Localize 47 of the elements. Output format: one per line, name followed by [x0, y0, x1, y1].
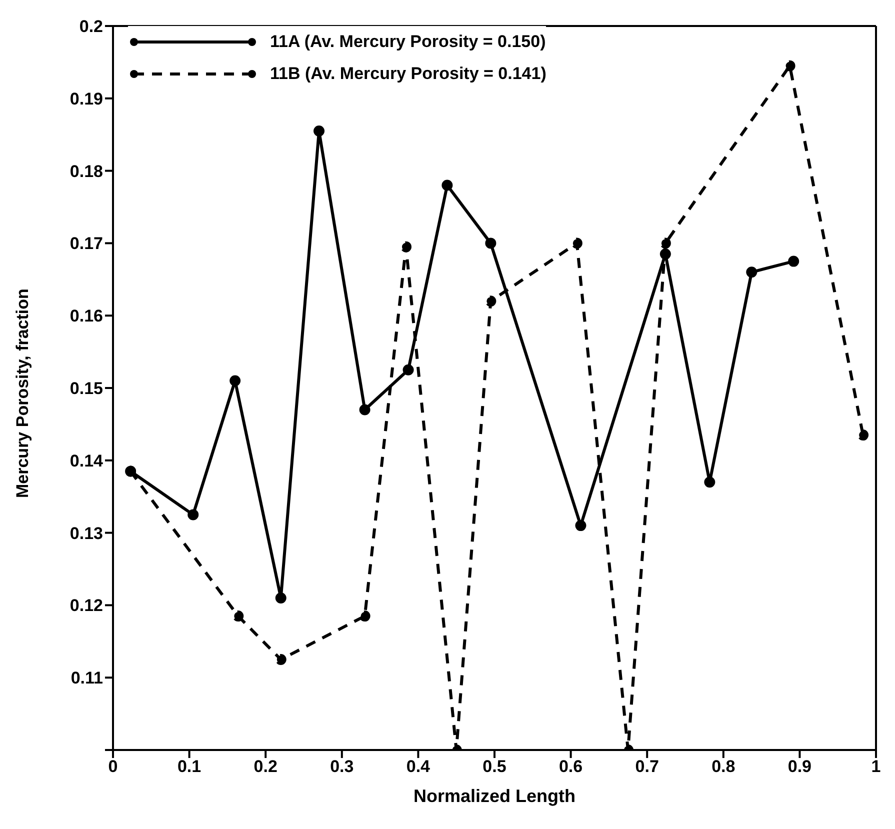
point: [359, 404, 370, 416]
y-tick-label: 0.2: [79, 17, 103, 36]
point: [660, 248, 671, 260]
legend-label: 11A (Av. Mercury Porosity = 0.150): [270, 32, 546, 52]
point: [788, 256, 800, 267]
point: [485, 238, 496, 249]
point: [275, 654, 286, 665]
x-tick-label: 0: [108, 757, 118, 776]
point: [275, 592, 286, 604]
x-tick-label: 0.7: [635, 757, 659, 776]
point: [704, 476, 716, 488]
point: [485, 296, 496, 307]
x-axis-title: Normalized Length: [413, 786, 576, 806]
y-tick-label: 0.14: [70, 451, 104, 470]
x-tick-label: 0.2: [254, 757, 278, 776]
point: [314, 125, 325, 136]
y-tick-label: 0.12: [70, 596, 103, 616]
y-tick-label: 0.13: [70, 524, 103, 543]
y-tick-label: 0.17: [70, 234, 103, 254]
point: [784, 60, 796, 72]
point: [359, 610, 370, 622]
y-tick-label: 0.19: [70, 89, 103, 108]
point: [575, 520, 586, 532]
x-tick-label: 0.1: [177, 757, 202, 776]
x-tick-label: 0.4: [406, 757, 431, 776]
x-tick-label: 0.3: [330, 757, 354, 776]
x-tick-label: 0.6: [558, 757, 583, 776]
point: [400, 241, 412, 252]
point: [660, 238, 671, 249]
point: [230, 375, 241, 386]
x-tick-label: 1: [871, 757, 881, 776]
y-axis-title: Mercury Porosity, fraction: [13, 288, 32, 498]
point: [188, 509, 199, 520]
x-tick-label: 0.9: [788, 757, 812, 776]
point: [858, 430, 869, 441]
point: [232, 610, 244, 622]
point: [571, 238, 582, 249]
point: [402, 364, 414, 376]
y-tick-label: 0.15: [70, 379, 103, 398]
y-tick-label: 0.18: [70, 162, 103, 181]
x-tick-label: 0.8: [712, 757, 736, 776]
x-tick-label: 0.5: [482, 757, 506, 776]
y-tick-label: 0.11: [70, 668, 103, 688]
point: [442, 180, 453, 191]
point: [746, 266, 758, 278]
y-tick-label: 0.16: [70, 306, 103, 326]
legend-label: 11B (Av. Mercury Porosity = 0.141): [270, 64, 546, 84]
